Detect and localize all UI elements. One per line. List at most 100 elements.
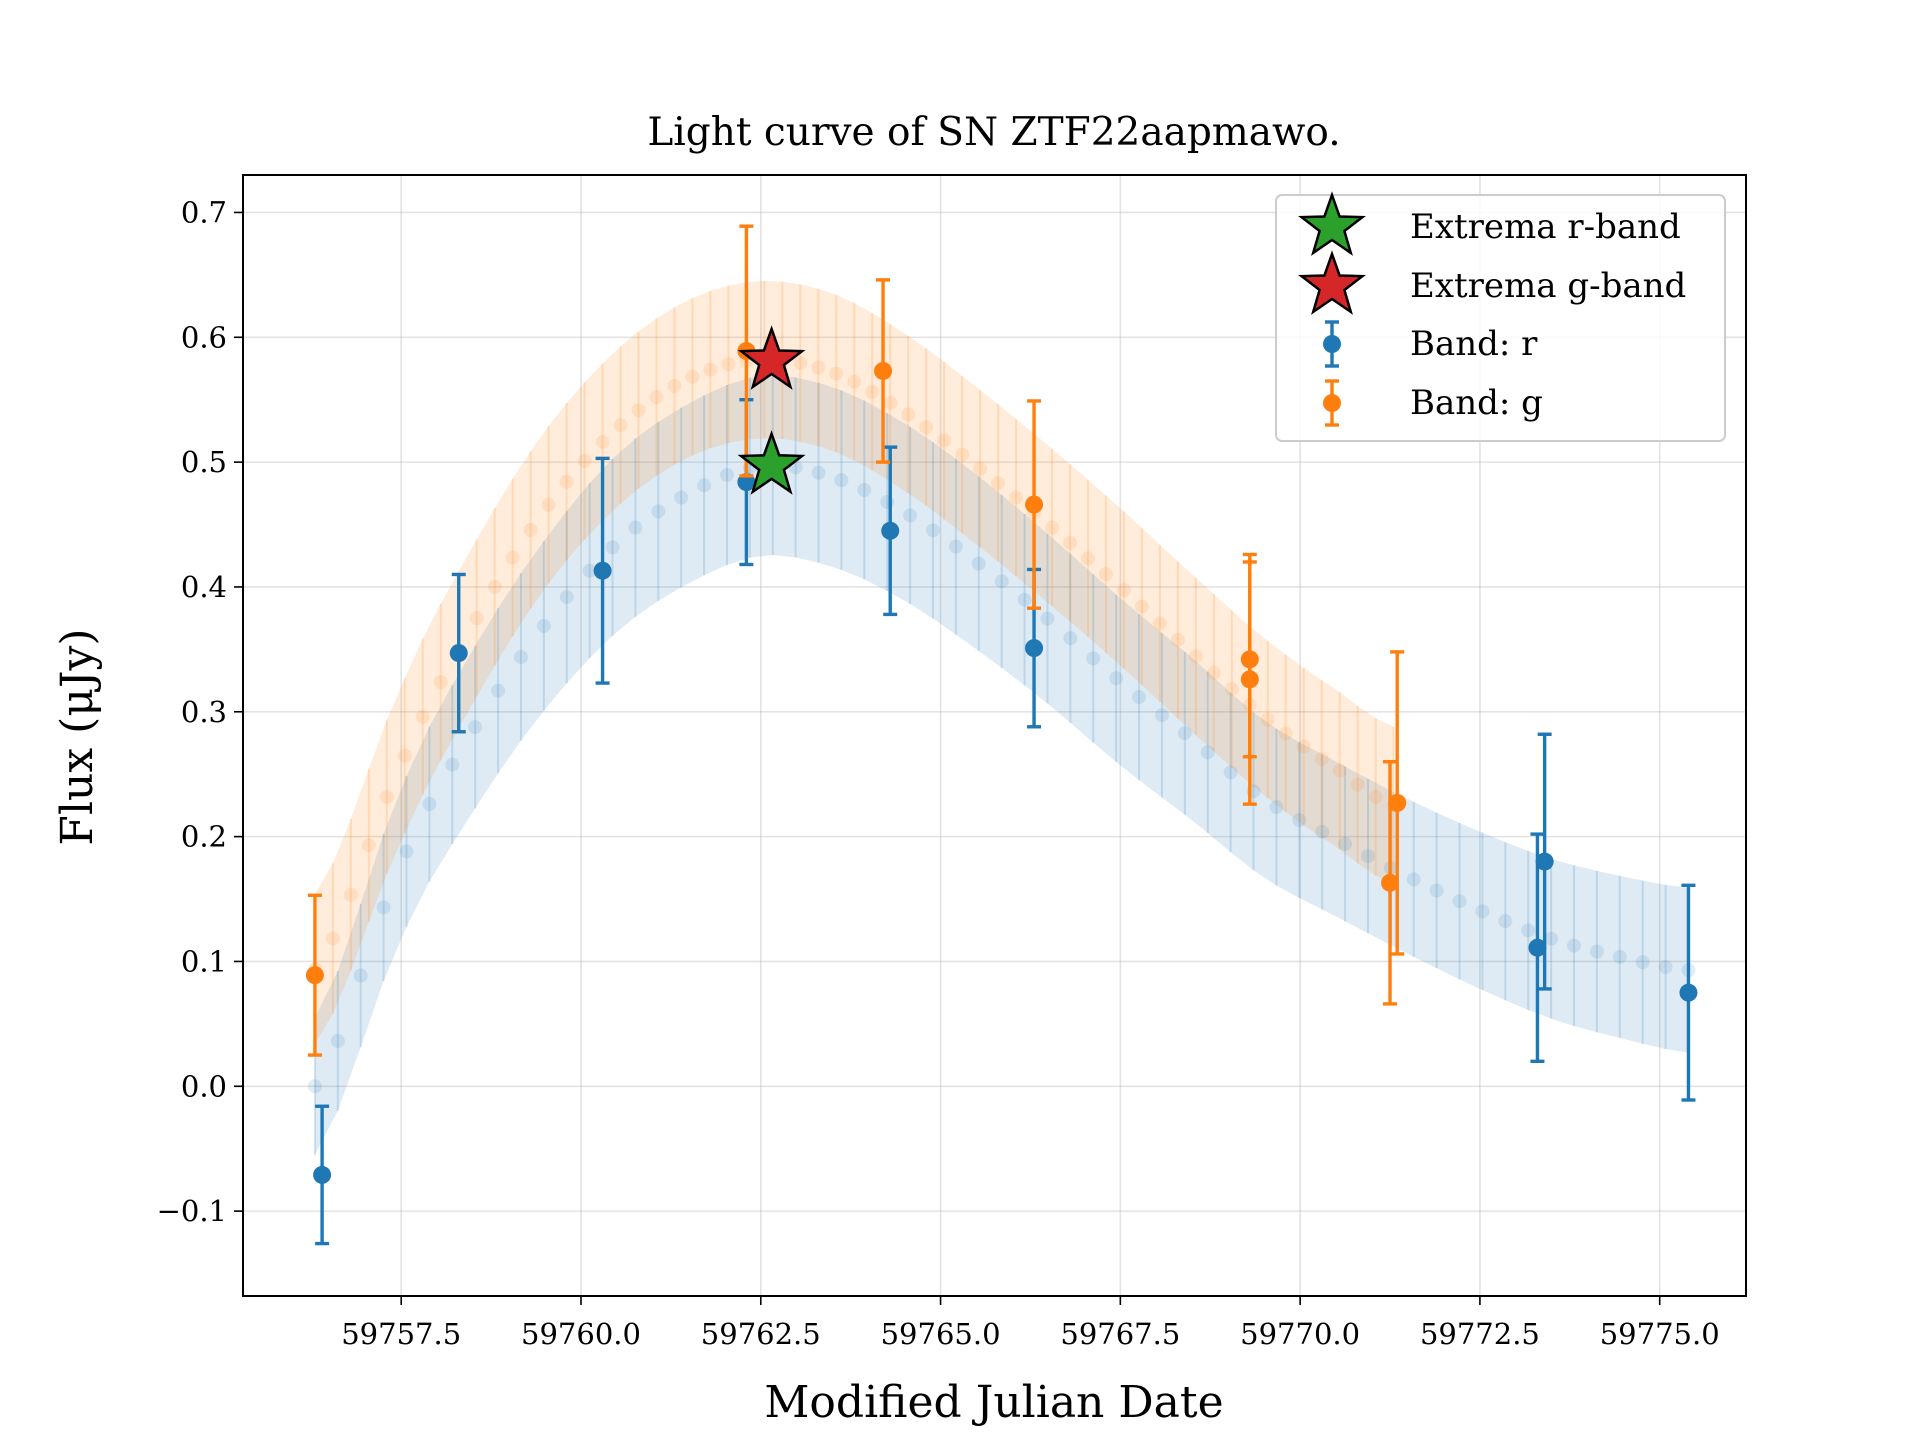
model-point-g bbox=[613, 418, 628, 433]
model-point-g bbox=[505, 550, 520, 565]
model-point-g bbox=[1170, 632, 1185, 647]
model-point-g bbox=[721, 357, 736, 372]
model-point-g bbox=[1278, 726, 1293, 741]
x-axis-label: Modified Julian Date bbox=[764, 1377, 1223, 1428]
data-point-r bbox=[881, 521, 900, 540]
model-point-g bbox=[865, 384, 880, 399]
model-point-g bbox=[1116, 583, 1131, 598]
y-tick-label: 0.4 bbox=[181, 570, 227, 604]
model-point-r bbox=[1223, 765, 1238, 780]
model-band-g bbox=[314, 281, 1394, 1044]
model-point-g bbox=[1063, 535, 1078, 550]
model-point-g bbox=[829, 366, 844, 381]
model-point-r bbox=[399, 844, 414, 859]
x-tick-label: 59757.5 bbox=[341, 1317, 461, 1351]
model-point-g bbox=[811, 360, 826, 375]
model-point-g bbox=[649, 390, 664, 405]
model-point-r bbox=[445, 757, 460, 772]
x-tick-label: 59770.0 bbox=[1240, 1317, 1360, 1351]
model-point-r bbox=[1360, 849, 1375, 864]
model-point-r bbox=[422, 797, 437, 812]
x-tick-label: 59772.5 bbox=[1420, 1317, 1540, 1351]
y-tick-label: 0.0 bbox=[181, 1069, 227, 1103]
model-point-r bbox=[582, 563, 597, 578]
model-point-r bbox=[353, 968, 368, 983]
model-point-r bbox=[559, 590, 574, 605]
legend-point bbox=[1323, 394, 1341, 412]
x-tick-label: 59765.0 bbox=[881, 1317, 1001, 1351]
model-point-r bbox=[1063, 631, 1078, 646]
model-point-r bbox=[697, 478, 712, 493]
x-tick-label: 59775.0 bbox=[1600, 1317, 1720, 1351]
model-point-g bbox=[1296, 739, 1311, 754]
data-point-r bbox=[449, 644, 468, 663]
legend-star-marker bbox=[1298, 191, 1366, 256]
data-point-g bbox=[1388, 793, 1407, 812]
model-point-g bbox=[1134, 599, 1149, 614]
model-point-g bbox=[487, 580, 502, 595]
model-point-g bbox=[1045, 520, 1060, 535]
model-point-r bbox=[1315, 824, 1330, 839]
model-point-g bbox=[577, 453, 592, 468]
model-point-r bbox=[994, 574, 1009, 589]
model-point-r bbox=[1658, 959, 1673, 974]
model-point-g bbox=[433, 675, 448, 690]
legend-star-marker bbox=[1298, 250, 1366, 315]
model-point-g bbox=[397, 748, 412, 763]
y-tick-label: 0.5 bbox=[181, 445, 227, 479]
model-point-g bbox=[901, 407, 916, 422]
model-point-r bbox=[1269, 800, 1284, 815]
data-point-r bbox=[1025, 639, 1044, 658]
model-point-r bbox=[1109, 671, 1124, 686]
model-point-r bbox=[1338, 836, 1353, 851]
model-point-g bbox=[325, 931, 340, 946]
model-point-g bbox=[1260, 712, 1275, 727]
data-point-g bbox=[1381, 873, 1400, 892]
y-tick-label: 0.3 bbox=[181, 695, 227, 729]
data-point-r bbox=[1679, 983, 1698, 1002]
data-point-r bbox=[737, 473, 756, 492]
observations bbox=[305, 224, 1698, 1246]
model-point-g bbox=[1206, 665, 1221, 680]
legend-label: Extrema r-band bbox=[1410, 207, 1681, 247]
data-point-r bbox=[1535, 852, 1554, 871]
model-point-r bbox=[674, 490, 689, 505]
model-point-r bbox=[926, 523, 941, 538]
data-point-g bbox=[1025, 495, 1044, 514]
model-point-g bbox=[955, 447, 970, 462]
y-tick-label: 0.7 bbox=[181, 195, 227, 229]
model-point-r bbox=[1498, 914, 1513, 929]
model-point-r bbox=[1292, 813, 1307, 828]
model-point-r bbox=[1017, 592, 1032, 607]
model-point-g bbox=[1009, 490, 1024, 505]
model-point-g bbox=[361, 838, 376, 853]
model-point-r bbox=[1154, 708, 1169, 723]
extrema-star-g bbox=[737, 325, 806, 390]
x-tick-label: 59767.5 bbox=[1060, 1317, 1180, 1351]
model-point-g bbox=[1332, 763, 1347, 778]
model-point-r bbox=[1086, 651, 1101, 666]
model-point-r bbox=[330, 1033, 345, 1048]
model-point-r bbox=[948, 539, 963, 554]
model-point-r bbox=[834, 473, 849, 488]
model-point-r bbox=[491, 683, 506, 698]
model-point-g bbox=[1350, 777, 1365, 792]
model-point-g bbox=[793, 356, 808, 371]
model-point-g bbox=[523, 522, 538, 537]
model-point-g bbox=[685, 369, 700, 384]
model-point-g bbox=[1152, 616, 1167, 631]
model-point-g bbox=[847, 374, 862, 389]
model-point-r bbox=[1406, 872, 1421, 887]
model-point-g bbox=[1224, 682, 1239, 697]
model-point-g bbox=[559, 474, 574, 489]
model-point-g bbox=[631, 403, 646, 418]
model-point-r bbox=[1567, 938, 1582, 953]
model-point-g bbox=[991, 475, 1006, 490]
x-tick-label: 59762.5 bbox=[701, 1317, 821, 1351]
model-point-g bbox=[973, 461, 988, 476]
model-point-g bbox=[595, 435, 610, 450]
model-point-g bbox=[469, 611, 484, 626]
model-point-g bbox=[343, 887, 358, 902]
model-point-r bbox=[1132, 690, 1147, 705]
model-point-g bbox=[1368, 789, 1383, 804]
